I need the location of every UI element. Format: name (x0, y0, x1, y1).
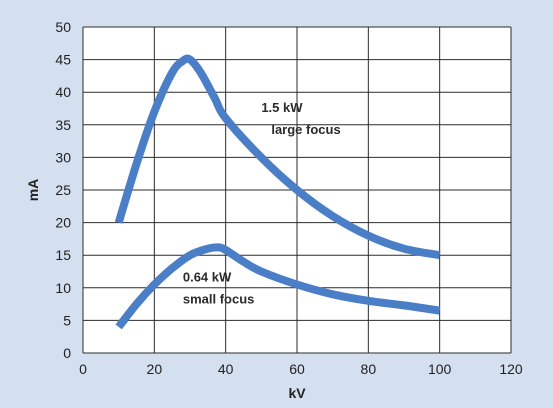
y-tick-label: 35 (55, 117, 71, 133)
annotations: 1.5 kW large focus 0.64 kW small focus (183, 100, 341, 307)
y-tick-label: 30 (55, 149, 71, 165)
series-line-1 (114, 54, 441, 260)
y-tick-label: 45 (55, 52, 71, 68)
series-annotation-2: 0.64 kW small focus (183, 269, 255, 306)
x-axis-ticks: 0 20 40 60 80 100 120 (79, 361, 523, 377)
x-tick-label: 80 (361, 361, 377, 377)
y-axis-ticks: 0 5 10 15 20 25 30 35 40 45 50 (55, 19, 71, 361)
annotation-line: 1.5 kW (261, 100, 303, 115)
x-axis-label: kV (288, 385, 306, 401)
y-tick-label: 10 (55, 280, 71, 296)
y-axis-label: mA (25, 179, 41, 202)
y-tick-label: 50 (55, 19, 71, 35)
series-line-2 (115, 243, 441, 330)
y-tick-label: 25 (55, 182, 71, 198)
annotation-line: 0.64 kW (183, 269, 232, 284)
x-tick-label: 60 (289, 361, 305, 377)
y-tick-label: 15 (55, 247, 71, 263)
annotation-line: small focus (183, 291, 255, 306)
y-tick-label: 0 (63, 345, 71, 361)
x-tick-label: 0 (79, 361, 87, 377)
y-tick-label: 5 (63, 312, 71, 328)
x-tick-label: 100 (428, 361, 452, 377)
x-tick-label: 40 (218, 361, 234, 377)
series-layer (114, 54, 441, 330)
y-tick-label: 40 (55, 84, 71, 100)
y-tick-label: 20 (55, 215, 71, 231)
annotation-line: large focus (271, 122, 340, 137)
series-annotation-1: 1.5 kW large focus (261, 100, 340, 137)
x-tick-label: 20 (147, 361, 163, 377)
x-tick-label: 120 (499, 361, 523, 377)
